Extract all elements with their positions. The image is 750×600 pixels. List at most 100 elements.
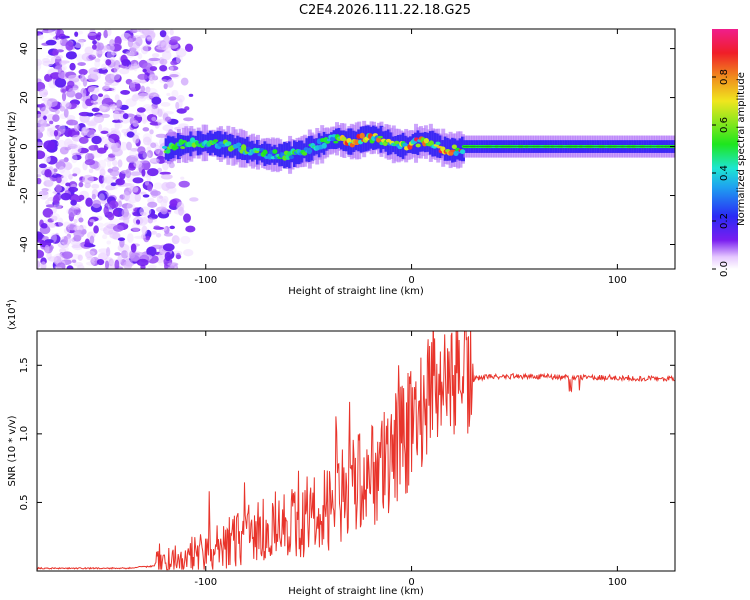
noise-blob bbox=[65, 182, 71, 187]
signal-core bbox=[288, 155, 294, 160]
noise-blob bbox=[135, 36, 143, 47]
noise-blob bbox=[111, 185, 118, 190]
noise-blob bbox=[189, 197, 199, 202]
noise-blob bbox=[141, 225, 148, 235]
noise-blob bbox=[59, 125, 69, 130]
noise-blob bbox=[88, 67, 99, 76]
noise-blob bbox=[142, 194, 150, 198]
noise-blob bbox=[128, 250, 136, 259]
noise-blob bbox=[66, 140, 78, 147]
noise-blob bbox=[142, 68, 147, 73]
noise-blob bbox=[178, 98, 183, 108]
noise-blob bbox=[48, 79, 57, 89]
noise-blob bbox=[78, 217, 84, 223]
noise-blob bbox=[149, 129, 154, 135]
snr-multiplier-exp: 4 bbox=[5, 302, 13, 307]
noise-blob bbox=[108, 133, 120, 144]
noise-blob bbox=[60, 235, 72, 246]
noise-blob bbox=[61, 251, 73, 260]
noise-blob bbox=[154, 144, 161, 155]
noise-blob bbox=[60, 100, 70, 108]
noise-blob bbox=[162, 243, 175, 252]
noise-blob bbox=[42, 236, 49, 241]
noise-blob bbox=[123, 216, 130, 225]
noise-blob bbox=[149, 157, 160, 165]
noise-blob bbox=[82, 77, 88, 87]
noise-blob bbox=[132, 120, 139, 127]
noise-blob bbox=[160, 207, 168, 215]
noise-blob bbox=[91, 135, 102, 145]
noise-blob bbox=[107, 29, 112, 36]
noise-blob bbox=[68, 74, 80, 80]
noise-blob bbox=[183, 117, 194, 122]
noise-blob bbox=[132, 29, 145, 32]
noise-blob bbox=[146, 150, 154, 158]
noise-blob bbox=[103, 137, 115, 148]
noise-blob bbox=[52, 114, 60, 122]
noise-blob bbox=[88, 54, 97, 60]
signal-band bbox=[258, 145, 263, 161]
noise-blob bbox=[104, 260, 110, 269]
noise-blob bbox=[73, 229, 85, 238]
noise-blob bbox=[50, 126, 57, 131]
noise-blob bbox=[98, 159, 107, 169]
noise-blob bbox=[159, 79, 168, 84]
noise-blob bbox=[151, 116, 157, 122]
noise-blob bbox=[110, 72, 121, 81]
noise-blob bbox=[38, 163, 47, 169]
noise-blob bbox=[115, 178, 125, 186]
noise-blob bbox=[44, 244, 50, 254]
noise-blob bbox=[153, 225, 161, 230]
noise-blob bbox=[126, 51, 137, 56]
noise-blob bbox=[101, 105, 108, 110]
signal-band bbox=[448, 139, 453, 161]
signal-core bbox=[423, 138, 429, 144]
signal-core bbox=[272, 149, 278, 154]
noise-blob bbox=[44, 169, 52, 178]
snr-plot-area bbox=[37, 331, 675, 571]
noise-blob bbox=[106, 50, 115, 60]
noise-blob bbox=[77, 264, 85, 269]
noise-blob bbox=[157, 119, 162, 126]
noise-blob bbox=[111, 86, 116, 93]
noise-blob bbox=[130, 87, 136, 92]
colorbar-tick-label: 0.6 bbox=[719, 117, 730, 133]
noise-blob bbox=[113, 110, 121, 121]
noise-blob bbox=[146, 36, 155, 42]
signal-band bbox=[416, 130, 421, 156]
noise-blob bbox=[140, 45, 149, 55]
noise-blob bbox=[159, 58, 168, 66]
noise-blob bbox=[161, 50, 172, 61]
noise-blob bbox=[91, 183, 100, 189]
noise-blob bbox=[103, 158, 113, 162]
noise-blob bbox=[48, 222, 57, 228]
snr-xtick-label: -100 bbox=[194, 577, 217, 588]
noise-blob bbox=[125, 50, 135, 58]
noise-blob bbox=[92, 39, 97, 45]
noise-blob bbox=[84, 46, 94, 55]
noise-blob bbox=[169, 225, 175, 230]
noise-blob bbox=[65, 40, 74, 51]
noise-blob bbox=[135, 79, 141, 84]
noise-blob bbox=[125, 98, 137, 107]
noise-blob bbox=[90, 94, 99, 102]
noise-blob bbox=[102, 234, 108, 240]
noise-blob bbox=[75, 144, 82, 154]
spectrogram-heatmap bbox=[37, 29, 675, 269]
noise-blob bbox=[68, 181, 78, 189]
noise-blob bbox=[140, 211, 147, 216]
noise-blob bbox=[77, 254, 83, 261]
noise-blob bbox=[156, 118, 167, 124]
noise-blob bbox=[59, 159, 68, 163]
noise-blob bbox=[45, 200, 50, 206]
noise-blob bbox=[106, 247, 111, 257]
spectrogram-ytick-label: 40 bbox=[19, 42, 30, 55]
noise-blob bbox=[89, 219, 95, 223]
noise-blob bbox=[82, 174, 94, 184]
snr-xlabel: Height of straight line (km) bbox=[288, 586, 424, 597]
colorbar-ticks: 0.0 0.2 0.4 0.6 0.8 bbox=[712, 69, 730, 277]
noise-blob bbox=[141, 168, 146, 177]
noise-blob bbox=[77, 62, 86, 66]
snr-ytick-label: 1.5 bbox=[19, 357, 30, 373]
signal-core bbox=[162, 145, 168, 149]
